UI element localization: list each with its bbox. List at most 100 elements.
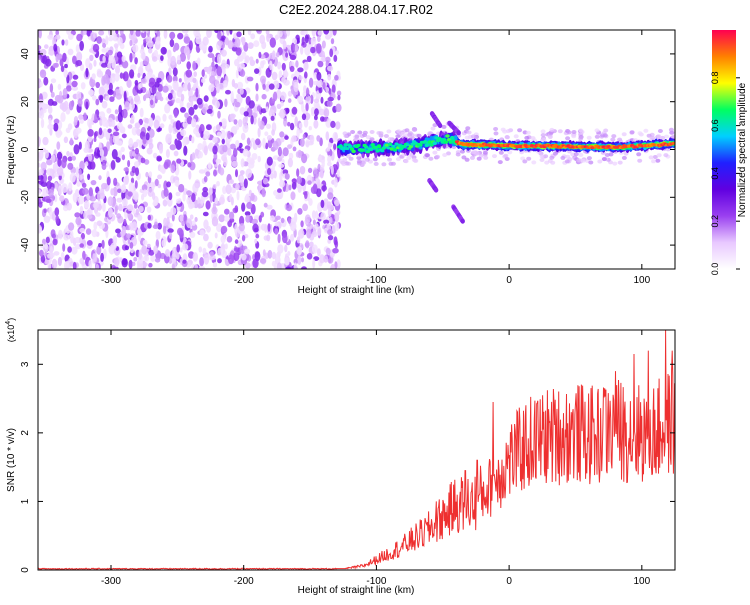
track-halo — [549, 127, 555, 132]
noise-blob — [114, 257, 120, 268]
noise-blob — [244, 262, 251, 269]
noise-blob — [203, 219, 209, 230]
noise-blob — [330, 38, 335, 45]
track-halo — [524, 135, 530, 140]
spectrogram-x-ticks: -300 -200 -100 0 100 — [101, 30, 651, 286]
track-halo — [557, 129, 563, 134]
noise-blob — [327, 142, 333, 148]
colorbar-tick-label: 0.2 — [710, 215, 720, 228]
noise-blob — [234, 205, 239, 213]
noise-blob — [304, 34, 309, 44]
noise-blob — [168, 192, 173, 201]
noise-blob — [39, 48, 47, 56]
noise-blob — [79, 174, 83, 181]
noise-blob — [113, 32, 117, 42]
noise-blob — [43, 208, 47, 213]
noise-blob — [201, 69, 205, 77]
noise-blob — [163, 188, 169, 197]
noise-blob — [56, 151, 63, 160]
track-halo — [531, 160, 537, 165]
noise-blob — [252, 223, 259, 233]
track-halo — [560, 155, 566, 160]
noise-blob — [287, 98, 292, 103]
noise-blob — [95, 81, 100, 89]
noise-blob — [239, 62, 245, 69]
noise-blob — [79, 160, 85, 171]
noise-blob — [129, 39, 133, 47]
noise-blob — [54, 207, 60, 217]
track-halo — [354, 134, 360, 139]
noise-blob — [115, 65, 120, 74]
noise-blob — [283, 117, 288, 127]
track-halo — [610, 137, 616, 142]
noise-blob — [297, 67, 304, 73]
noise-blob — [50, 78, 57, 84]
noise-blob — [272, 140, 279, 151]
noise-blob — [288, 184, 292, 191]
track-halo — [362, 133, 368, 138]
track-segment — [418, 143, 423, 147]
track-segment — [376, 144, 382, 149]
track-halo — [617, 160, 623, 165]
noise-blob — [175, 198, 182, 204]
noise-blob — [278, 163, 285, 168]
noise-blob — [79, 243, 84, 248]
noise-blob — [99, 95, 103, 103]
noise-blob — [276, 103, 282, 109]
noise-blob — [127, 204, 134, 212]
noise-blob — [124, 174, 129, 185]
noise-blob — [57, 256, 63, 266]
noise-blob — [251, 153, 258, 160]
noise-blob — [148, 47, 153, 54]
noise-blob — [318, 108, 325, 116]
noise-blob — [134, 57, 138, 65]
noise-blob — [233, 83, 239, 89]
track-halo — [492, 154, 497, 159]
noise-blob — [243, 111, 249, 117]
track-segment — [432, 141, 437, 146]
noise-blob — [281, 62, 286, 71]
noise-blob — [275, 215, 281, 220]
noise-blob — [225, 89, 231, 95]
track-halo — [483, 155, 489, 160]
noise-blob — [105, 35, 109, 46]
noise-blob — [294, 116, 299, 127]
spectrogram-signal-track — [336, 111, 675, 224]
noise-blob — [138, 82, 143, 89]
noise-blob — [92, 253, 96, 263]
noise-blob — [298, 75, 303, 81]
track-halo — [517, 128, 523, 133]
noise-blob — [64, 39, 69, 46]
track-halo — [541, 137, 547, 142]
noise-blob — [72, 261, 77, 269]
noise-blob — [38, 54, 41, 61]
noise-blob — [46, 159, 53, 166]
noise-blob — [44, 251, 48, 257]
noise-blob — [83, 147, 89, 154]
noise-blob — [77, 195, 85, 205]
noise-blob — [128, 259, 133, 269]
track-halo — [403, 159, 409, 164]
noise-blob — [49, 168, 54, 174]
noise-blob — [107, 49, 113, 56]
noise-blob — [290, 191, 296, 201]
noise-blob — [194, 148, 199, 156]
track-halo — [652, 155, 658, 159]
noise-blob — [211, 61, 215, 68]
noise-blob — [121, 55, 126, 63]
noise-blob — [88, 89, 95, 96]
noise-blob — [183, 46, 190, 56]
noise-blob — [145, 132, 150, 141]
noise-blob — [241, 51, 247, 60]
noise-blob — [287, 121, 291, 127]
noise-blob — [54, 182, 58, 190]
noise-blob — [245, 214, 251, 223]
track-segment — [394, 142, 399, 146]
noise-blob — [98, 243, 102, 248]
noise-blob — [57, 229, 63, 240]
noise-blob — [114, 72, 120, 82]
noise-blob — [329, 137, 334, 144]
noise-blob — [108, 55, 115, 64]
track-halo — [470, 134, 476, 139]
noise-blob — [306, 228, 312, 239]
